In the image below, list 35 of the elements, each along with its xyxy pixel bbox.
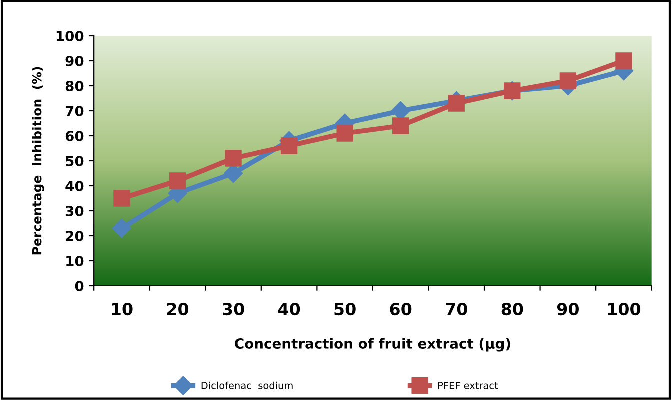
y-tick-label: 70 xyxy=(66,106,84,116)
x-tick-label: 60 xyxy=(390,302,412,316)
y-tick-label: 50 xyxy=(66,156,84,166)
point xyxy=(616,52,632,70)
legend-label: PFEF extract xyxy=(438,382,498,390)
x-tick-label: 10 xyxy=(112,302,133,316)
x-tick-label: 80 xyxy=(502,302,524,316)
x-tick-label: 30 xyxy=(223,302,244,316)
y-tick-label: 40 xyxy=(66,180,84,192)
point xyxy=(560,72,577,90)
y-tick-label: 100 xyxy=(56,30,84,42)
point xyxy=(169,172,186,190)
x-tick-label: 20 xyxy=(167,302,189,316)
x-tick-label: 70 xyxy=(446,302,468,316)
x-tick-label: 40 xyxy=(278,302,300,316)
point xyxy=(336,125,354,142)
point xyxy=(448,95,465,112)
y-tick-label: 60 xyxy=(66,130,84,142)
legend-label: Diclofenac sodium xyxy=(202,382,293,390)
x-tick-label: 100 xyxy=(608,302,641,316)
y-tick-label: 30 xyxy=(66,206,84,216)
point xyxy=(225,150,242,167)
y-tick-label: 80 xyxy=(66,80,84,92)
x-tick-label: 50 xyxy=(334,302,356,316)
y-tick-label: 20 xyxy=(66,230,84,242)
point xyxy=(112,218,132,238)
point xyxy=(392,118,410,134)
x-tick-label: 90 xyxy=(557,302,579,316)
x-axis-title: Concentraction of fruit extract (µg) xyxy=(235,338,510,352)
y-tick-label: 0 xyxy=(75,280,84,292)
y-axis-title: Percentage Inhibition (%) xyxy=(32,67,44,255)
y-tick-label: 90 xyxy=(66,56,84,66)
point xyxy=(280,138,298,154)
point xyxy=(114,190,130,207)
y-tick-label: 10 xyxy=(66,256,84,266)
